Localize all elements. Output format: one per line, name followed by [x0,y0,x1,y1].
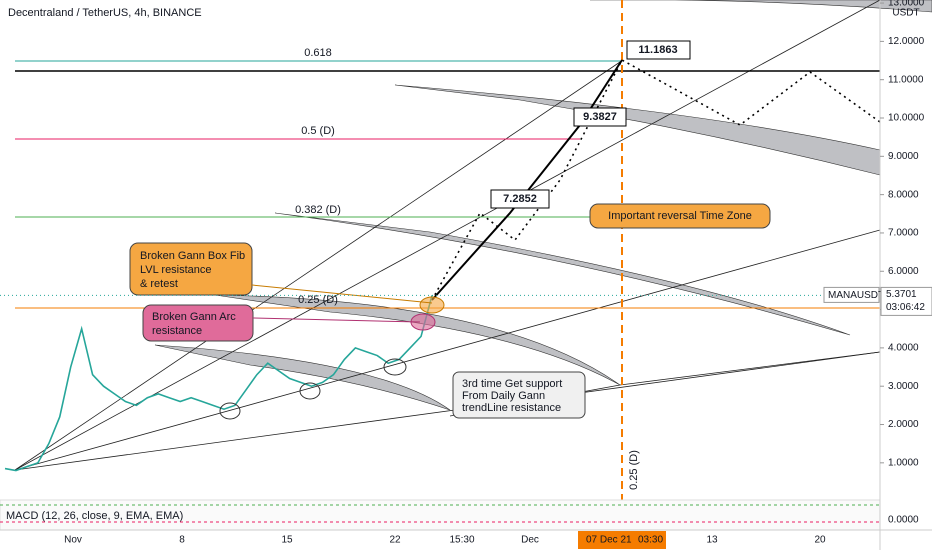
x-tick-label: 20 [814,535,826,546]
countdown-label: 03:06:42 [886,302,925,313]
x-tick-label: 13 [706,535,718,546]
price-line [4,295,433,472]
macd-tick: 0.0000 [888,515,919,526]
fib-label: 0.382 (D) [295,204,341,216]
x-tick-label: 15 [281,535,293,546]
callout-text: From Daily Gann [462,390,545,402]
callout [589,203,771,229]
y-tick-label: 4.0000 [888,343,919,354]
support-circle [299,382,321,400]
support-circle [383,358,407,376]
callout-text: Broken Gann Arc [152,311,236,323]
x-tick-label: 15:30 [449,535,474,546]
target-box [626,40,691,60]
target-label: 11.1863 [638,44,677,56]
callout-text: 3rd time Get support [462,378,562,390]
x-tick-label: Dec [521,535,539,546]
y-tick-label: 2.0000 [888,419,919,430]
symbol-label: MANAUSDT [828,290,884,301]
target-label: 9.3827 [583,111,617,123]
callout-text: resistance [152,325,202,337]
y-tick-label: 13.0000 [888,0,925,9]
support-circle [219,402,241,420]
fib-label: 0.5 (D) [301,125,335,137]
y-tick-label: 1.0000 [888,457,919,468]
cursor-time: 03:30 [638,535,663,546]
y-tick-label: 7.0000 [888,228,919,239]
x-tick-label: Nov [64,535,82,546]
target-box [490,189,550,209]
callout [452,371,586,419]
y-tick-label: 3.0000 [888,381,919,392]
y-tick-label: 8.0000 [888,189,919,200]
callout-text: trendLine resistance [462,402,561,414]
price-label: 5.3701 [886,289,917,300]
macd-label: MACD (12, 26, close, 9, EMA, EMA) [6,510,183,522]
y-tick-label: 12.0000 [888,36,925,47]
y-tick-label: 9.0000 [888,151,919,162]
price-box [880,286,932,316]
fib-label: 0.618 [304,47,332,59]
y-tick-label: 6.0000 [888,266,919,277]
target-label: 7.2852 [503,193,537,205]
cursor-date-box [578,531,666,549]
chart-title: Decentraland / TetherUS, 4h, BINANCE [8,7,202,19]
symbol-box [823,286,880,303]
x-tick-label: 22 [389,535,401,546]
fib-label: 0.25 (D) [628,450,640,490]
callout [129,242,253,296]
y-tick-label: 10.0000 [888,113,925,124]
cursor-date: 07 Dec 21 [586,535,632,546]
target-box [573,107,627,127]
axis-unit: USDT [892,8,919,19]
callout-pointer [252,317,421,323]
callout-text: Important reversal Time Zone [608,210,752,222]
fib-label: 0.25 (D) [298,294,338,306]
callout-text: Broken Gann Box Fib [140,250,245,262]
callout-pointer [251,284,433,304]
callout-text: & retest [140,278,178,290]
y-tick-label: 11.0000 [888,74,924,85]
retest-circle [419,296,445,314]
projection-arrow [431,59,623,301]
x-tick-label: 8 [179,535,185,546]
callout [142,304,254,342]
callout-text: LVL resistance [140,264,212,276]
